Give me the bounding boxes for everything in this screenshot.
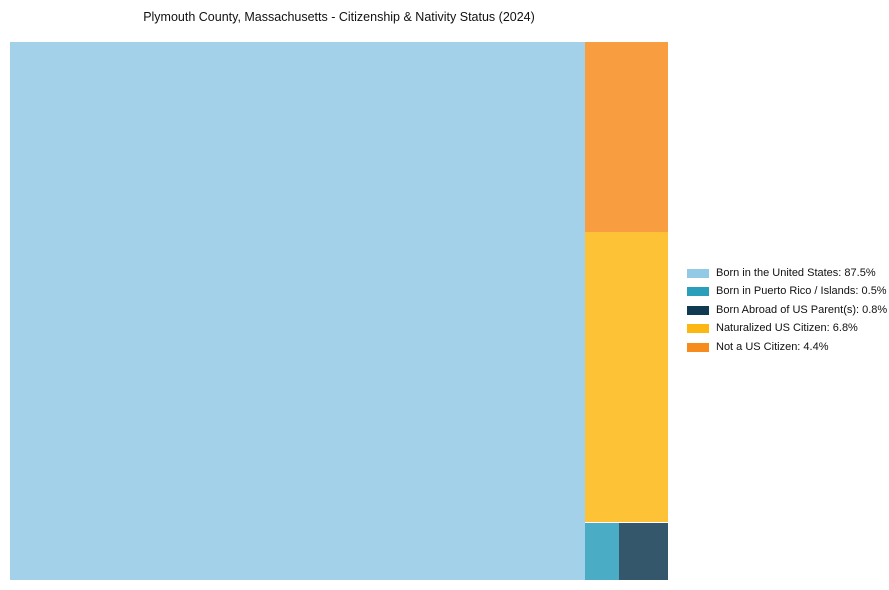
legend-item-naturalized-us-citizen[interactable]: Naturalized US Citizen: 6.8% — [687, 320, 887, 339]
legend-label: Not a US Citizen: 4.4% — [716, 340, 829, 353]
legend-label: Naturalized US Citizen: 6.8% — [716, 322, 858, 335]
legend-label: Born Abroad of US Parent(s): 0.8% — [716, 303, 888, 316]
legend-swatch-icon — [687, 287, 709, 297]
treemap-plot — [10, 42, 668, 580]
legend-item-born-abroad-us-parents[interactable]: Born Abroad of US Parent(s): 0.8% — [687, 301, 887, 320]
legend-swatch-icon — [687, 324, 709, 334]
treemap-block-born-abroad-us-parents[interactable] — [618, 522, 668, 580]
legend-item-not-a-us-citizen[interactable]: Not a US Citizen: 4.4% — [687, 338, 887, 357]
legend-swatch-icon — [687, 268, 709, 278]
treemap-block-naturalized-us-citizen[interactable] — [584, 232, 668, 522]
legend-item-born-in-puerto-rico-islands[interactable]: Born in Puerto Rico / Islands: 0.5% — [687, 283, 887, 302]
treemap-block-born-in-puerto-rico-islands[interactable] — [584, 522, 619, 580]
legend-swatch-icon — [687, 305, 709, 315]
legend-label: Born in the United States: 87.5% — [716, 266, 876, 279]
legend-swatch-icon — [687, 342, 709, 352]
chart-title: Plymouth County, Massachusetts - Citizen… — [143, 10, 535, 24]
legend-label: Born in Puerto Rico / Islands: 0.5% — [716, 285, 887, 298]
legend-item-born-in-us[interactable]: Born in the United States: 87.5% — [687, 264, 887, 283]
treemap-block-born-in-us[interactable] — [10, 42, 585, 580]
treemap-block-not-a-us-citizen[interactable] — [584, 42, 668, 232]
legend: Born in the United States: 87.5% Born in … — [687, 264, 887, 357]
